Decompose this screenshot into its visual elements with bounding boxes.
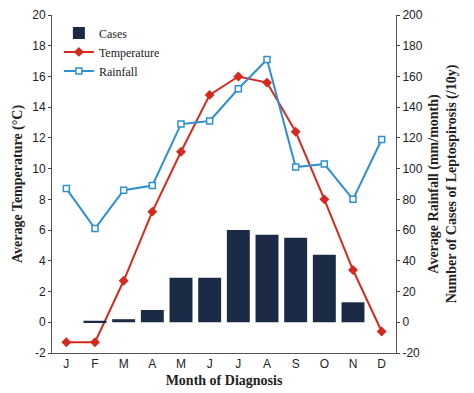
svg-text:Cases: Cases [99, 27, 127, 41]
svg-text:200: 200 [402, 8, 422, 22]
svg-text:S: S [292, 357, 300, 371]
svg-text:20: 20 [32, 8, 46, 22]
svg-text:4: 4 [39, 254, 46, 268]
svg-text:16: 16 [32, 70, 46, 84]
svg-text:N: N [349, 357, 358, 371]
svg-text:M: M [119, 357, 129, 371]
svg-text:40: 40 [402, 254, 416, 268]
svg-text:J: J [235, 357, 241, 371]
svg-text:180: 180 [402, 39, 422, 53]
svg-text:10: 10 [32, 162, 46, 176]
svg-text:O: O [320, 357, 329, 371]
svg-text:6: 6 [39, 223, 46, 237]
svg-text:A: A [148, 357, 156, 371]
svg-text:J: J [63, 357, 69, 371]
svg-text:A: A [263, 357, 271, 371]
svg-text:Average Rainfall (mm/month)Num: Average Rainfall (mm/month)Number of Cas… [426, 64, 460, 303]
svg-text:160: 160 [402, 70, 422, 84]
svg-text:80: 80 [402, 193, 416, 207]
svg-text:-20: -20 [402, 346, 420, 360]
svg-text:20: 20 [402, 285, 416, 299]
svg-text:Month of Diagnosis: Month of Diagnosis [166, 373, 283, 388]
svg-text:8: 8 [39, 193, 46, 207]
svg-text:18: 18 [32, 39, 46, 53]
svg-text:M: M [176, 357, 186, 371]
svg-text:140: 140 [402, 100, 422, 114]
svg-text:2: 2 [39, 285, 46, 299]
svg-text:F: F [91, 357, 98, 371]
svg-text:100: 100 [402, 162, 422, 176]
svg-text:Average Temperature (°C): Average Temperature (°C) [10, 105, 26, 264]
svg-text:Rainfall: Rainfall [99, 65, 138, 79]
svg-text:0: 0 [39, 315, 46, 329]
svg-text:60: 60 [402, 223, 416, 237]
svg-text:14: 14 [32, 100, 46, 114]
svg-text:12: 12 [32, 131, 46, 145]
svg-text:120: 120 [402, 131, 422, 145]
svg-text:-2: -2 [35, 346, 46, 360]
svg-text:0: 0 [402, 315, 409, 329]
svg-text:D: D [377, 357, 386, 371]
svg-text:J: J [207, 357, 213, 371]
svg-text:Temperature: Temperature [99, 46, 159, 60]
